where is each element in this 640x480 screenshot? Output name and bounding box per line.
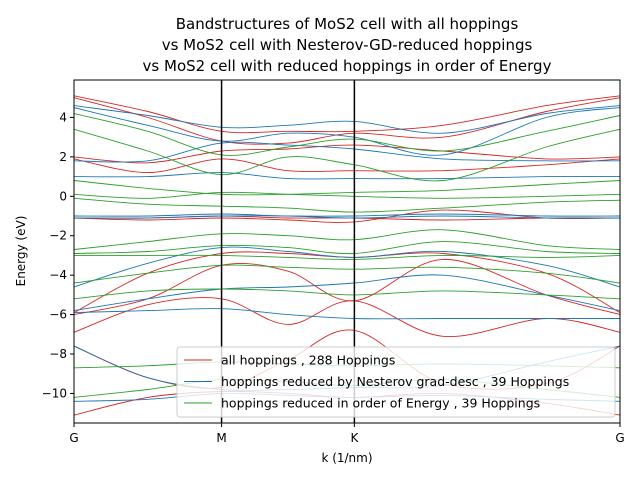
x-tick-label: G (615, 431, 624, 445)
band-line-series-1-2 (74, 97, 620, 145)
band-line-series-3-5 (74, 197, 620, 213)
band-line-series-2-5 (74, 213, 620, 217)
band-line-series-3-10 (74, 288, 620, 300)
band-line-series-2-9 (74, 308, 620, 320)
band-lines (74, 95, 620, 416)
band-line-series-3-1 (74, 113, 620, 156)
x-axis-label: k (1/nm) (321, 451, 372, 465)
legend-label-2: hoppings reduced by Nesterov grad-desc ,… (221, 374, 569, 389)
x-tick-label: G (69, 431, 78, 445)
band-line-series-1-4 (74, 158, 620, 174)
legend: all hoppings , 288 Hoppings hoppings redu… (176, 346, 616, 418)
y-axis-ticks: −10 −8 −6 −4 −2 0 2 4 (42, 110, 74, 400)
band-line-series-2-4 (74, 172, 620, 180)
band-line-series-3-6 (74, 229, 620, 250)
band-line-series-1-3 (74, 144, 620, 164)
band-line-series-3-4 (74, 191, 620, 199)
title-line-1: Bandstructures of MoS2 cell with all hop… (176, 15, 519, 33)
band-line-series-1-9 (74, 297, 620, 338)
y-tick-label: −4 (49, 268, 67, 282)
y-tick-label: 2 (59, 150, 67, 164)
y-axis-label: Energy (eV) (14, 216, 28, 287)
title-line-3: vs MoS2 cell with reduced hoppings in or… (143, 57, 552, 75)
y-tick-label: −10 (42, 386, 67, 400)
plot-frame (73, 79, 621, 424)
legend-label-1: all hoppings , 288 Hoppings (221, 353, 395, 368)
legend-label-3: hoppings reduced in order of Energy , 39… (221, 396, 540, 411)
band-line-series-1-1 (74, 95, 620, 134)
band-line-series-2-8 (74, 274, 620, 312)
band-line-series-3-7 (74, 241, 620, 255)
legend-box (176, 346, 616, 418)
y-tick-label: 0 (59, 189, 67, 203)
band-line-series-2-3 (74, 141, 620, 163)
y-tick-label: −6 (49, 308, 67, 322)
band-line-series-3-8 (74, 254, 620, 260)
band-line-series-2-7 (74, 246, 620, 288)
band-line-series-1-5 (74, 209, 620, 223)
band-line-series-1-8 (74, 258, 620, 316)
band-line-series-2-1 (74, 105, 620, 134)
band-line-series-3-9 (74, 264, 620, 284)
chart-title: Bandstructures of MoS2 cell with all hop… (143, 15, 552, 75)
band-line-series-3-3 (74, 180, 620, 196)
y-tick-label: −2 (49, 229, 67, 243)
title-line-2: vs MoS2 cell with Nesterov-GD-reduced ho… (162, 36, 533, 54)
band-line-series-2-2 (74, 107, 620, 156)
x-tick-label: K (350, 431, 359, 445)
band-line-series-3-2 (74, 128, 620, 182)
y-tick-label: −8 (49, 347, 67, 361)
band-line-series-2-6 (74, 215, 620, 219)
y-tick-label: 4 (59, 110, 67, 124)
x-tick-label: M (216, 431, 226, 445)
